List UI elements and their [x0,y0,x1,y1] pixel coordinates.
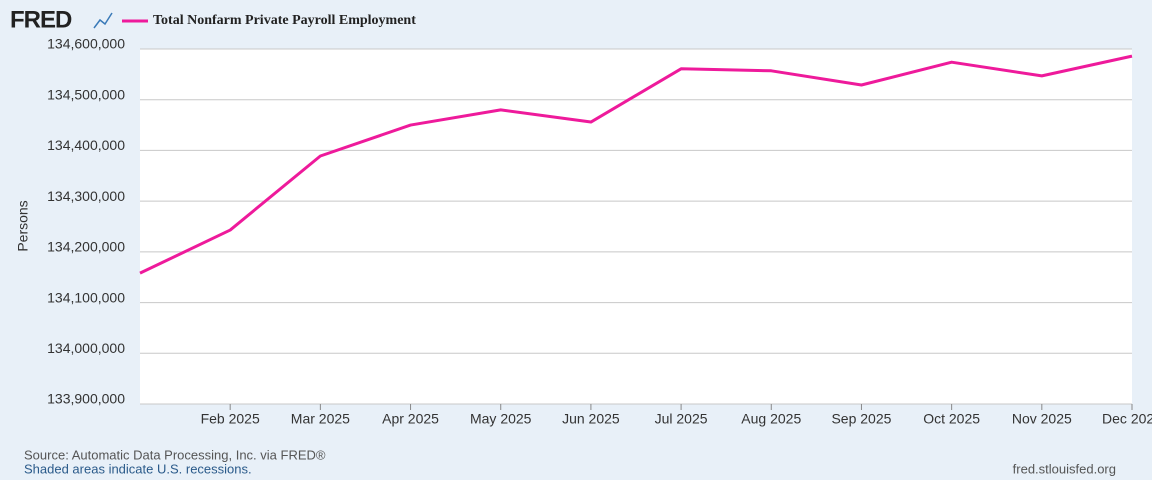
logo: FRED [10,6,72,33]
y-axis-label: Persons [15,200,31,251]
x-tick-label: Jun 2025 [562,411,620,427]
y-tick-label: 134,500,000 [47,86,125,102]
plot-area [140,49,1132,404]
x-tick-label: Jul 2025 [655,411,708,427]
y-tick-label: 134,400,000 [47,137,125,153]
y-tick-label: 134,000,000 [47,340,125,356]
logo-icon [93,12,113,29]
url: fred.stlouisfed.org [1013,461,1116,476]
y-tick-label: 134,600,000 [47,36,125,52]
x-tick-label: Sep 2025 [831,411,891,427]
x-tick-label: Nov 2025 [1012,411,1072,427]
y-tick-label: 134,100,000 [47,289,125,305]
source: Source: Automatic Data Processing, Inc. … [24,447,326,462]
x-tick-label: Feb 2025 [201,411,260,427]
y-tick-label: 134,300,000 [47,188,125,204]
note: Shaded areas indicate U.S. recessions. [24,461,252,476]
y-tick-label: 134,200,000 [47,239,125,255]
x-tick-label: Dec 2025 [1102,411,1152,427]
x-tick-label: May 2025 [470,411,532,427]
x-tick-label: Apr 2025 [382,411,439,427]
y-tick-label: 133,900,000 [47,391,125,407]
series-line [139,54,1133,275]
legend-label: Total Nonfarm Private Payroll Employment [153,13,416,28]
x-tick-label: Aug 2025 [741,411,801,427]
x-tick-label: Mar 2025 [291,411,350,427]
x-tick-label: Oct 2025 [923,411,980,427]
